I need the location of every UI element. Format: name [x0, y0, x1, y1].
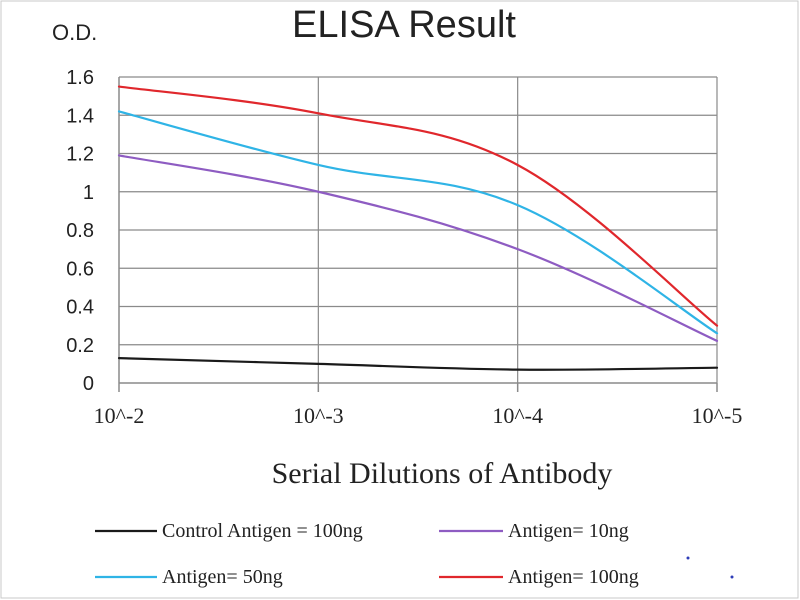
y-tick-label: 0 [83, 373, 94, 395]
series-line-1 [117, 357, 719, 371]
x-tick-labels: 10^-2 10^-3 10^-4 10^-5 [94, 403, 743, 428]
series-line-2 [117, 154, 719, 343]
legend-label: Antigen= 50ng [162, 566, 283, 588]
chart-title: ELISA Result [292, 4, 516, 46]
y-axis-title: O.D. [52, 20, 97, 45]
axes [118, 77, 718, 392]
legend: Control Antigen = 100ng Antigen= 10ng Anti… [95, 520, 639, 588]
y-tick-label: 0.6 [66, 258, 94, 280]
stray-dot [730, 575, 734, 579]
series-lines [117, 85, 719, 371]
y-tick-label: 1.6 [66, 67, 94, 89]
x-axis-title: Serial Dilutions of Antibody [272, 457, 613, 490]
y-tick-label: 1.2 [66, 144, 94, 166]
x-tick-label: 10^-4 [492, 403, 543, 428]
y-tick-label: 0.2 [66, 335, 94, 357]
y-tick-label: 1.4 [66, 105, 94, 127]
stray-dot [686, 556, 690, 560]
series-line-4 [117, 85, 719, 327]
x-tick-label: 10^-3 [293, 403, 344, 428]
x-tick-label: 10^-2 [94, 403, 145, 428]
y-tick-label: 0.8 [66, 220, 94, 242]
legend-label: Control Antigen = 100ng [162, 520, 363, 542]
x-tick-label: 10^-5 [692, 403, 743, 428]
y-tick-label: 1 [83, 182, 94, 204]
legend-label: Antigen= 100ng [508, 566, 639, 588]
series-line-3 [117, 110, 719, 335]
y-tick-labels: 0 0.2 0.4 0.6 0.8 1 1.2 1.4 1.6 [66, 67, 94, 395]
gridlines [119, 76, 718, 383]
y-tick-label: 0.4 [66, 297, 94, 319]
legend-label: Antigen= 10ng [508, 520, 629, 542]
